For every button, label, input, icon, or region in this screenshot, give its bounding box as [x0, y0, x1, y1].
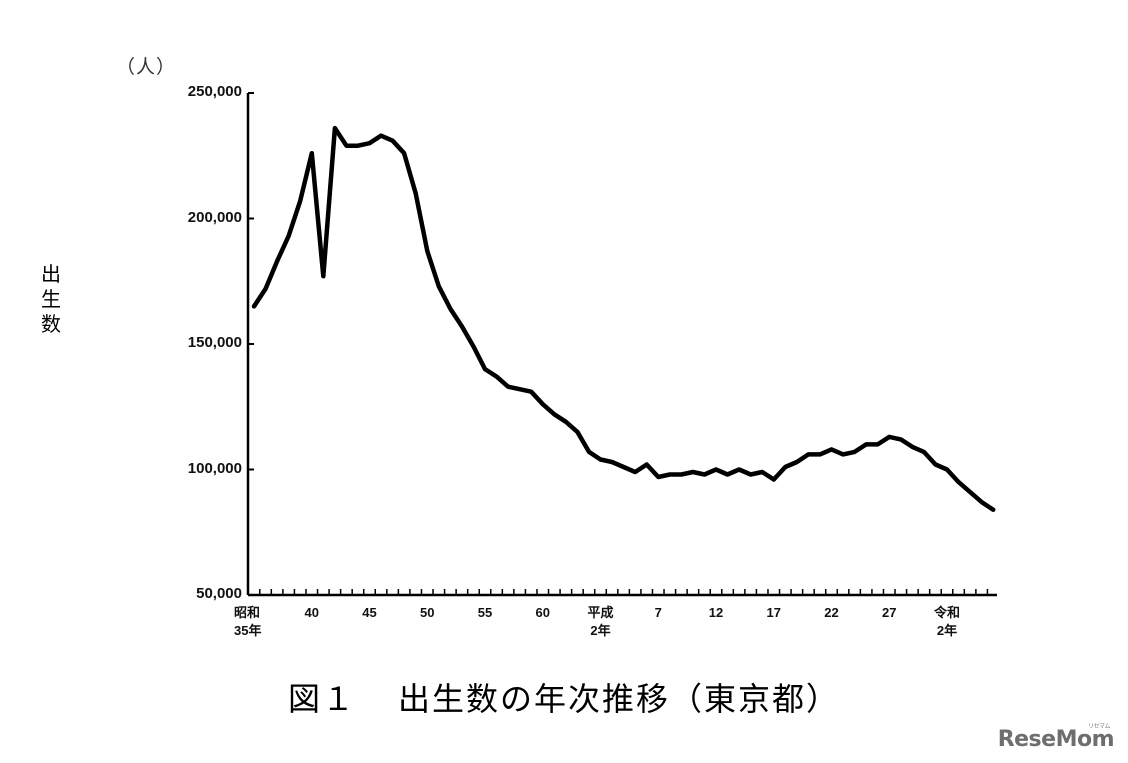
x-tick-label: 50 — [420, 605, 435, 620]
chart-axes — [246, 92, 997, 597]
logo-text: ReseMom — [997, 727, 1115, 752]
x-tick-label: 昭和 35年 — [234, 605, 262, 638]
x-tick-label: 22 — [824, 605, 839, 620]
y-axis-title-char: 数 — [41, 312, 61, 336]
y-tick-label: 150,000 — [187, 334, 242, 351]
x-tick-label: 45 — [362, 605, 377, 620]
series-line-births — [251, 125, 996, 512]
figure-caption: 図１ 出生数の年次推移（東京都） — [0, 674, 1128, 720]
unit-label: （人） — [116, 56, 177, 78]
figure-number: 図１ — [287, 680, 356, 718]
x-tick-label: 17 — [766, 605, 781, 620]
x-tick-label: 60 — [535, 605, 550, 620]
x-tick-label: 40 — [304, 605, 319, 620]
y-axis-title-char: 生 — [41, 287, 61, 311]
x-tick-label: 平成 2年 — [587, 605, 614, 638]
y-tick-label: 200,000 — [187, 208, 242, 226]
x-tick-label: 7 — [654, 605, 662, 620]
y-axis-title-char: 出 — [41, 262, 61, 286]
y-tick-label: 250,000 — [187, 83, 242, 100]
logo-subtext: リセマム — [1087, 723, 1111, 730]
x-tick-label: 55 — [477, 605, 493, 620]
x-tick-label: 12 — [708, 605, 724, 620]
x-tick-label: 27 — [882, 605, 897, 620]
y-tick-label: 100,000 — [187, 459, 242, 477]
y-axis-title: 出 生 数 — [38, 262, 64, 337]
x-tick-label: 令和 2年 — [933, 605, 961, 638]
figure-title: 出生数の年次推移（東京都） — [398, 680, 841, 718]
y-tick-label: 50,000 — [196, 585, 242, 602]
resemom-logo: ReseMom リセマム — [997, 723, 1115, 752]
